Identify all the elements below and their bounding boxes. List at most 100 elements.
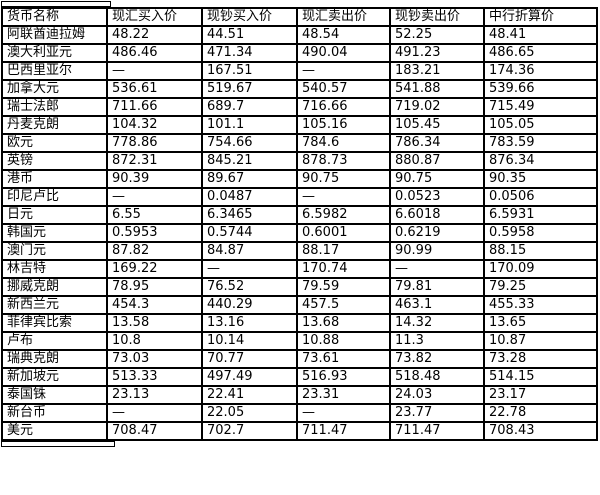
rate-cell-cash-buy: 13.16 xyxy=(201,313,298,333)
rate-cell-boc-conversion: 13.65 xyxy=(483,313,598,333)
rate-cell-boc-conversion: 0.0506 xyxy=(483,187,598,207)
rate-cell-spot-sell: 784.6 xyxy=(296,133,391,153)
table-row: 泰国铢 23.13 22.41 23.31 24.03 23.17 xyxy=(1,385,598,405)
table-row: 新西兰元 454.3 440.29 457.5 463.1 455.33 xyxy=(1,295,598,315)
currency-name-cell: 菲律宾比索 xyxy=(1,313,108,333)
rate-cell-boc-conversion: 22.78 xyxy=(483,403,598,423)
rate-cell-spot-sell: 878.73 xyxy=(296,151,391,171)
rate-cell-spot-buy: 73.03 xyxy=(106,349,203,369)
rate-cell-spot-buy: — xyxy=(106,61,203,81)
rate-cell-cash-sell: 24.03 xyxy=(389,385,485,405)
currency-name-cell: 欧元 xyxy=(1,133,108,153)
table-row: 加拿大元 536.61 519.67 540.57 541.88 539.66 xyxy=(1,79,598,99)
rate-cell-spot-sell: 170.74 xyxy=(296,259,391,279)
currency-name-cell: 新台币 xyxy=(1,403,108,423)
currency-name-cell: 印尼卢比 xyxy=(1,187,108,207)
rate-cell-cash-buy: 0.5744 xyxy=(201,223,298,243)
rate-cell-spot-sell: 13.68 xyxy=(296,313,391,333)
rate-cell-cash-buy: 70.77 xyxy=(201,349,298,369)
rate-cell-cash-buy: 689.7 xyxy=(201,97,298,117)
rate-cell-cash-buy: — xyxy=(201,259,298,279)
currency-name-cell: 林吉特 xyxy=(1,259,108,279)
rate-cell-cash-sell: 786.34 xyxy=(389,133,485,153)
rate-cell-cash-buy: 101.1 xyxy=(201,115,298,135)
column-header-boc-conversion: 中行折算价 xyxy=(483,7,598,27)
rate-cell-cash-buy: 22.41 xyxy=(201,385,298,405)
rate-cell-spot-buy: 23.13 xyxy=(106,385,203,405)
column-header-spot-sell: 现汇卖出价 xyxy=(296,7,391,27)
rate-cell-spot-buy: 0.5953 xyxy=(106,223,203,243)
table-row: 澳门元 87.82 84.87 88.17 90.99 88.15 xyxy=(1,241,598,261)
table-row: 印尼卢比 —0.0487—0.0523 0.0506 xyxy=(1,187,598,207)
column-header-spot-buy: 现汇买入价 xyxy=(106,7,203,27)
rate-cell-spot-sell: 0.6001 xyxy=(296,223,391,243)
currency-name-cell: 瑞典克朗 xyxy=(1,349,108,369)
table-row: 卢布 10.8 10.14 10.88 11.3 10.87 xyxy=(1,331,598,351)
table-row: 英镑 872.31 845.21 878.73 880.87 876.34 xyxy=(1,151,598,171)
table-row: 港币 90.39 89.67 90.75 90.75 90.35 xyxy=(1,169,598,189)
rate-cell-cash-buy: 497.49 xyxy=(201,367,298,387)
rate-cell-spot-buy: 104.32 xyxy=(106,115,203,135)
table-row: 阿联酋迪拉姆 48.22 44.51 48.54 52.25 48.41 xyxy=(1,25,598,45)
rate-cell-boc-conversion: 708.43 xyxy=(483,421,598,441)
currency-name-cell: 澳大利亚元 xyxy=(1,43,108,63)
table-row: 欧元 778.86 754.66 784.6 786.34 783.59 xyxy=(1,133,598,153)
table-row: 瑞士法郎 711.66 689.7 716.66 719.02 715.49 xyxy=(1,97,598,117)
rate-cell-cash-buy: 44.51 xyxy=(201,25,298,45)
rate-cell-boc-conversion: 174.36 xyxy=(483,61,598,81)
rate-cell-cash-sell: 518.48 xyxy=(389,367,485,387)
rate-cell-cash-buy: 519.67 xyxy=(201,79,298,99)
table-row: 瑞典克朗 73.03 70.77 73.61 73.82 73.28 xyxy=(1,349,598,369)
rate-cell-boc-conversion: 10.87 xyxy=(483,331,598,351)
rate-cell-cash-sell: 52.25 xyxy=(389,25,485,45)
rate-cell-boc-conversion: 455.33 xyxy=(483,295,598,315)
currency-name-cell: 挪威克朗 xyxy=(1,277,108,297)
rate-cell-spot-sell: 516.93 xyxy=(296,367,391,387)
rate-cell-cash-sell: 79.81 xyxy=(389,277,485,297)
rate-cell-boc-conversion: 876.34 xyxy=(483,151,598,171)
rate-cell-spot-buy: — xyxy=(106,403,203,423)
currency-name-cell: 丹麦克朗 xyxy=(1,115,108,135)
column-header-cash-sell: 现钞卖出价 xyxy=(389,7,485,27)
rate-cell-cash-buy: 471.34 xyxy=(201,43,298,63)
rate-cell-spot-sell: 6.5982 xyxy=(296,205,391,225)
rate-cell-boc-conversion: 783.59 xyxy=(483,133,598,153)
rate-cell-spot-sell: 88.17 xyxy=(296,241,391,261)
rate-cell-cash-sell: 90.75 xyxy=(389,169,485,189)
rate-cell-boc-conversion: 90.35 xyxy=(483,169,598,189)
rate-cell-spot-sell: — xyxy=(296,61,391,81)
rate-cell-cash-buy: 702.7 xyxy=(201,421,298,441)
rate-cell-spot-sell: 48.54 xyxy=(296,25,391,45)
rate-cell-spot-sell: 716.66 xyxy=(296,97,391,117)
rate-cell-spot-buy: 454.3 xyxy=(106,295,203,315)
rate-cell-spot-buy: 872.31 xyxy=(106,151,203,171)
currency-name-cell: 加拿大元 xyxy=(1,79,108,99)
rate-cell-cash-buy: 10.14 xyxy=(201,331,298,351)
rate-cell-boc-conversion: 105.05 xyxy=(483,115,598,135)
rate-cell-boc-conversion: 170.09 xyxy=(483,259,598,279)
rate-cell-spot-sell: 490.04 xyxy=(296,43,391,63)
table-row: 新加坡元 513.33 497.49 516.93 518.48 514.15 xyxy=(1,367,598,387)
rate-cell-cash-sell: 463.1 xyxy=(389,295,485,315)
rate-cell-cash-buy: 167.51 xyxy=(201,61,298,81)
currency-name-cell: 泰国铢 xyxy=(1,385,108,405)
rate-cell-cash-sell: 6.6018 xyxy=(389,205,485,225)
currency-name-cell: 卢布 xyxy=(1,331,108,351)
rate-cell-cash-sell: 73.82 xyxy=(389,349,485,369)
table-row: 韩国元 0.5953 0.5744 0.6001 0.6219 0.5958 xyxy=(1,223,598,243)
rate-cell-boc-conversion: 6.5931 xyxy=(483,205,598,225)
table-row: 日元 6.55 6.3465 6.5982 6.6018 6.5931 xyxy=(1,205,598,225)
rate-cell-cash-sell: — xyxy=(389,259,485,279)
currency-name-cell: 韩国元 xyxy=(1,223,108,243)
currency-name-cell: 英镑 xyxy=(1,151,108,171)
currency-name-cell: 新加坡元 xyxy=(1,367,108,387)
rate-cell-cash-sell: 541.88 xyxy=(389,79,485,99)
table-row: 美元 708.47 702.7 711.47 711.47 708.43 xyxy=(1,421,598,441)
currency-name-cell: 日元 xyxy=(1,205,108,225)
rate-cell-spot-sell: 10.88 xyxy=(296,331,391,351)
currency-name-cell: 瑞士法郎 xyxy=(1,97,108,117)
rate-cell-spot-sell: 540.57 xyxy=(296,79,391,99)
rate-cell-boc-conversion: 514.15 xyxy=(483,367,598,387)
top-spacer-cell xyxy=(1,1,111,7)
